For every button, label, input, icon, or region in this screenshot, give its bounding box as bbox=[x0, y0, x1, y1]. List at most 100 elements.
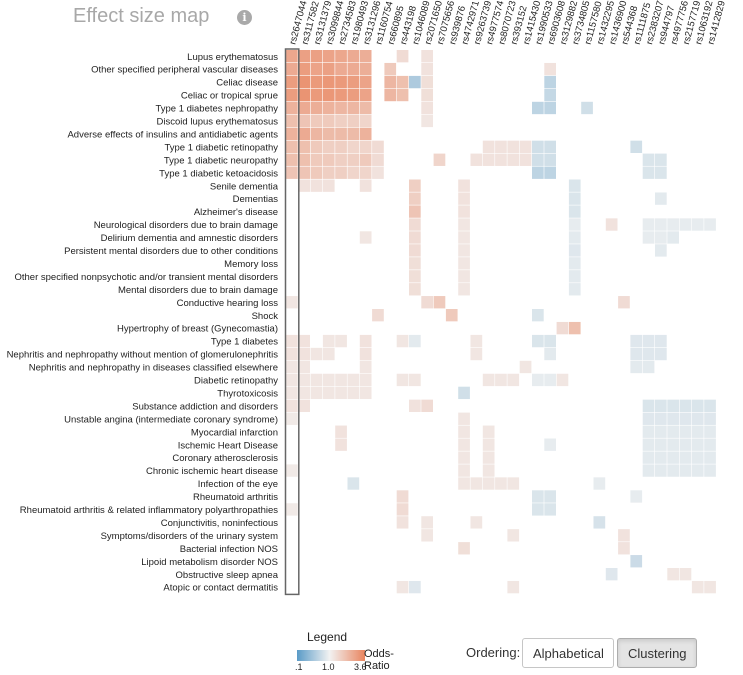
heatmap-cell[interactable] bbox=[482, 425, 495, 438]
heatmap-cell[interactable] bbox=[556, 373, 569, 387]
heatmap-cell[interactable] bbox=[433, 296, 446, 309]
info-icon[interactable]: i bbox=[237, 10, 252, 25]
row-label[interactable]: Celiac or tropical sprue bbox=[181, 91, 278, 102]
heatmap-cell[interactable] bbox=[421, 62, 433, 76]
heatmap-cell[interactable] bbox=[298, 373, 310, 387]
heatmap-cell[interactable] bbox=[286, 50, 298, 63]
heatmap-cell[interactable] bbox=[372, 140, 384, 153]
heatmap-cell[interactable] bbox=[298, 179, 310, 192]
heatmap-cell[interactable] bbox=[286, 503, 298, 516]
heatmap-cell[interactable] bbox=[335, 166, 347, 179]
heatmap-cell[interactable] bbox=[482, 140, 495, 153]
heatmap-cell[interactable] bbox=[359, 166, 372, 179]
heatmap-cell[interactable] bbox=[298, 50, 310, 63]
heatmap-cell[interactable] bbox=[335, 114, 347, 128]
heatmap-cell[interactable] bbox=[298, 399, 310, 412]
heatmap-cell[interactable] bbox=[347, 477, 360, 490]
heatmap-cell[interactable] bbox=[667, 451, 679, 464]
heatmap-cell[interactable] bbox=[359, 347, 372, 361]
heatmap-cell[interactable] bbox=[482, 464, 495, 477]
row-label[interactable]: Myocardial infarction bbox=[191, 427, 278, 438]
heatmap-cell[interactable] bbox=[642, 399, 655, 412]
heatmap-cell[interactable] bbox=[679, 438, 692, 451]
heatmap-cell[interactable] bbox=[495, 140, 507, 153]
heatmap-cell[interactable] bbox=[359, 114, 372, 128]
heatmap-cell[interactable] bbox=[655, 153, 667, 166]
heatmap-cell[interactable] bbox=[335, 101, 347, 115]
heatmap-cell[interactable] bbox=[322, 75, 335, 89]
heatmap-cell[interactable] bbox=[347, 166, 360, 179]
heatmap-cell[interactable] bbox=[335, 373, 347, 387]
heatmap-cell[interactable] bbox=[396, 516, 409, 529]
heatmap-cell[interactable] bbox=[642, 464, 655, 477]
heatmap-cell[interactable] bbox=[667, 425, 679, 438]
heatmap-cell[interactable] bbox=[655, 334, 667, 348]
row-label[interactable]: Rheumatoid arthritis bbox=[193, 492, 278, 503]
heatmap-cell[interactable] bbox=[618, 296, 630, 309]
heatmap-cell[interactable] bbox=[655, 244, 667, 257]
heatmap-cell[interactable] bbox=[655, 399, 667, 412]
heatmap-cell[interactable] bbox=[347, 101, 360, 115]
heatmap-cell[interactable] bbox=[568, 257, 581, 270]
heatmap-cell[interactable] bbox=[359, 101, 372, 115]
row-label[interactable]: Neurological disorders due to brain dama… bbox=[94, 220, 278, 231]
row-label[interactable]: Substance addiction and disorders bbox=[132, 401, 278, 412]
heatmap-cell[interactable] bbox=[298, 62, 310, 76]
heatmap-cell[interactable] bbox=[335, 62, 347, 76]
heatmap-cell[interactable] bbox=[298, 360, 310, 374]
heatmap-cell[interactable] bbox=[396, 75, 409, 89]
heatmap-cell[interactable] bbox=[642, 438, 655, 451]
heatmap-cell[interactable] bbox=[704, 580, 716, 594]
heatmap-cell[interactable] bbox=[421, 516, 433, 529]
heatmap-cell[interactable] bbox=[347, 386, 360, 400]
heatmap-cell[interactable] bbox=[347, 88, 360, 102]
heatmap-cell[interactable] bbox=[372, 309, 384, 322]
heatmap-cell[interactable] bbox=[667, 399, 679, 412]
heatmap-cell[interactable] bbox=[286, 166, 298, 179]
heatmap-cell[interactable] bbox=[347, 140, 360, 153]
heatmap-cell[interactable] bbox=[322, 166, 335, 179]
row-label[interactable]: Type 1 diabetes nephropathy bbox=[155, 104, 278, 115]
heatmap-cell[interactable] bbox=[421, 75, 433, 89]
row-label[interactable]: Discoid lupus erythematosus bbox=[157, 117, 279, 128]
heatmap-cell[interactable] bbox=[347, 114, 360, 128]
heatmap-cell[interactable] bbox=[519, 140, 532, 153]
heatmap-cell[interactable] bbox=[310, 166, 323, 179]
heatmap-cell[interactable] bbox=[335, 153, 347, 166]
heatmap-cell[interactable] bbox=[507, 477, 520, 490]
heatmap-cell[interactable] bbox=[335, 334, 347, 348]
row-label[interactable]: Type 1 diabetic ketoacidosis bbox=[159, 168, 278, 179]
heatmap-cell[interactable] bbox=[679, 425, 692, 438]
heatmap-cell[interactable] bbox=[409, 399, 421, 412]
heatmap-cell[interactable] bbox=[532, 503, 544, 516]
row-label[interactable]: Persistent mental disorders due to other… bbox=[64, 246, 278, 257]
heatmap-cell[interactable] bbox=[642, 334, 655, 348]
row-label[interactable]: Bacterial infection NOS bbox=[180, 544, 278, 555]
heatmap-cell[interactable] bbox=[458, 257, 470, 270]
heatmap-cell[interactable] bbox=[642, 231, 655, 244]
row-label[interactable]: Shock bbox=[252, 311, 279, 322]
heatmap-cell[interactable] bbox=[655, 218, 667, 231]
heatmap-cell[interactable] bbox=[359, 88, 372, 102]
heatmap-cell[interactable] bbox=[482, 477, 495, 490]
heatmap-cell[interactable] bbox=[310, 75, 323, 89]
heatmap-cell[interactable] bbox=[704, 438, 716, 451]
row-label[interactable]: Type 1 diabetic neuropathy bbox=[164, 155, 278, 166]
heatmap-cell[interactable] bbox=[421, 296, 433, 309]
heatmap-cell[interactable] bbox=[544, 153, 556, 166]
heatmap-cell[interactable] bbox=[458, 477, 470, 490]
heatmap-cell[interactable] bbox=[322, 50, 335, 63]
heatmap-cell[interactable] bbox=[519, 153, 532, 166]
heatmap-cell[interactable] bbox=[691, 218, 704, 231]
heatmap-cell[interactable] bbox=[298, 386, 310, 400]
heatmap-cell[interactable] bbox=[642, 412, 655, 425]
heatmap-cell[interactable] bbox=[347, 50, 360, 63]
heatmap-cell[interactable] bbox=[421, 114, 433, 128]
heatmap-cell[interactable] bbox=[310, 386, 323, 400]
heatmap-cell[interactable] bbox=[679, 412, 692, 425]
row-label[interactable]: Adverse effects of insulins and antidiab… bbox=[67, 129, 278, 140]
heatmap-cell[interactable] bbox=[544, 373, 556, 387]
row-label[interactable]: Delirium dementia and amnestic disorders bbox=[101, 233, 279, 244]
heatmap-cell[interactable] bbox=[347, 62, 360, 76]
heatmap-cell[interactable] bbox=[359, 140, 372, 153]
